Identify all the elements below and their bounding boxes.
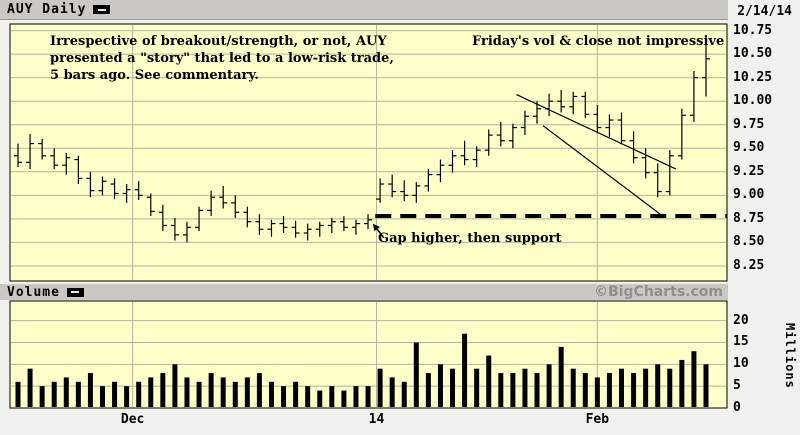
- price-axis-label: 10.00: [733, 93, 773, 109]
- price-axis-label: 9.75: [733, 116, 765, 132]
- price-axis-label: 10.50: [733, 46, 773, 62]
- as-of-date-label: 2/14/14: [737, 4, 792, 19]
- commentary-annotation: Irrespective of breakout/strength, or no…: [50, 33, 394, 84]
- x-axis-label: 14: [368, 412, 385, 427]
- commentary-line: 5 bars ago. See commentary.: [50, 68, 259, 83]
- price-axis-label: 8.25: [733, 257, 765, 273]
- price-axis-label: 9.00: [733, 187, 765, 203]
- price-axis-label: 8.50: [733, 234, 765, 250]
- price-axis-label: 9.50: [733, 140, 765, 156]
- volume-axis-label: 5: [733, 378, 741, 394]
- symbol-interval-label: AUY Daily: [7, 2, 87, 17]
- commentary-line: presented a "story" that led to a low-ri…: [50, 51, 394, 66]
- x-axis-label: Feb: [585, 412, 610, 427]
- volume-axis-label: 0: [733, 400, 741, 415]
- swatch-dash-icon: [97, 8, 106, 11]
- volume-title-bar: Volume ©BigCharts.com: [0, 284, 728, 300]
- price-axis-label: 10.75: [733, 22, 773, 38]
- copyright-label: ©BigCharts.com: [594, 284, 723, 300]
- friday-note-annotation: Friday's vol & close not impressive: [472, 34, 725, 49]
- chart-title-bar: AUY Daily: [0, 0, 728, 20]
- commentary-line: Irrespective of breakout/strength, or no…: [50, 34, 387, 49]
- volume-axis-label: 20: [733, 312, 749, 328]
- volume-panel-label: Volume: [7, 284, 60, 300]
- price-axis-label: 8.75: [733, 210, 765, 226]
- volume-axis-label: 10: [733, 356, 749, 372]
- price-series-swatch-icon: [93, 5, 111, 14]
- gap-note-annotation: Gap higher, then support: [378, 231, 562, 246]
- x-axis-label: Dec: [120, 412, 145, 427]
- volume-unit-label: Millions: [783, 323, 797, 389]
- volume-series-swatch-icon: [66, 287, 84, 297]
- swatch-dash-icon: [71, 291, 80, 293]
- volume-axis-label: 15: [733, 334, 749, 350]
- price-axis-label: 9.25: [733, 163, 765, 179]
- price-axis-label: 10.25: [733, 69, 773, 85]
